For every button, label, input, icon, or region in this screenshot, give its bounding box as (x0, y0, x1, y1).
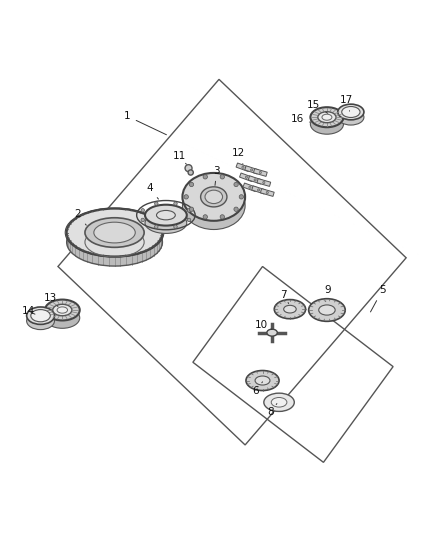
Ellipse shape (246, 370, 279, 391)
Circle shape (203, 175, 208, 179)
Circle shape (258, 189, 260, 191)
Ellipse shape (284, 305, 296, 313)
Polygon shape (248, 176, 262, 184)
Text: 5: 5 (371, 286, 385, 312)
Polygon shape (183, 197, 245, 230)
Circle shape (239, 195, 244, 199)
Polygon shape (236, 163, 250, 172)
Ellipse shape (311, 107, 343, 127)
Ellipse shape (255, 376, 270, 385)
Circle shape (141, 208, 145, 212)
Ellipse shape (342, 107, 360, 117)
Circle shape (254, 179, 256, 181)
Ellipse shape (27, 307, 54, 325)
Text: 11: 11 (172, 150, 186, 164)
Polygon shape (27, 316, 54, 329)
Text: 10: 10 (255, 320, 272, 330)
Circle shape (187, 208, 191, 212)
Ellipse shape (338, 104, 364, 120)
Circle shape (245, 176, 247, 179)
Text: 17: 17 (340, 95, 353, 111)
Polygon shape (45, 310, 80, 328)
Polygon shape (311, 117, 343, 134)
Text: 7: 7 (280, 290, 289, 303)
Text: 9: 9 (325, 286, 331, 301)
Circle shape (188, 170, 193, 175)
Ellipse shape (183, 173, 245, 221)
Polygon shape (67, 232, 162, 266)
Ellipse shape (267, 329, 277, 336)
Ellipse shape (53, 304, 72, 316)
Circle shape (203, 215, 208, 219)
Polygon shape (254, 168, 267, 176)
Circle shape (174, 202, 177, 205)
Ellipse shape (322, 114, 332, 120)
Circle shape (187, 218, 191, 222)
Text: 13: 13 (43, 293, 58, 306)
Circle shape (189, 182, 194, 187)
Circle shape (141, 218, 145, 222)
Text: 15: 15 (307, 100, 328, 114)
Ellipse shape (319, 305, 335, 315)
Text: 1: 1 (124, 111, 166, 135)
Circle shape (189, 207, 194, 212)
Circle shape (234, 182, 238, 187)
Circle shape (155, 202, 158, 205)
Circle shape (234, 207, 238, 212)
Circle shape (249, 186, 251, 188)
Circle shape (242, 166, 244, 168)
Ellipse shape (156, 211, 175, 220)
Text: 8: 8 (267, 403, 277, 417)
Ellipse shape (57, 307, 67, 313)
Text: 6: 6 (253, 382, 262, 395)
Ellipse shape (264, 393, 294, 411)
Circle shape (259, 172, 261, 174)
Text: 4: 4 (146, 183, 159, 199)
Polygon shape (252, 186, 265, 194)
Polygon shape (261, 189, 274, 196)
Polygon shape (243, 183, 257, 191)
Ellipse shape (67, 208, 162, 256)
Polygon shape (240, 173, 253, 182)
Polygon shape (245, 166, 258, 174)
Circle shape (185, 165, 192, 172)
Ellipse shape (201, 187, 227, 207)
Ellipse shape (45, 300, 80, 320)
Text: 2: 2 (74, 209, 86, 225)
Circle shape (263, 181, 265, 183)
Text: 3: 3 (213, 166, 220, 185)
Text: 12: 12 (232, 148, 245, 164)
Ellipse shape (271, 398, 287, 407)
Circle shape (251, 169, 253, 171)
Ellipse shape (85, 218, 144, 247)
Text: 14: 14 (22, 306, 35, 316)
Ellipse shape (31, 310, 50, 322)
Circle shape (174, 225, 177, 229)
Ellipse shape (94, 222, 135, 243)
Ellipse shape (274, 300, 306, 319)
Polygon shape (145, 215, 187, 233)
Circle shape (155, 225, 158, 229)
Circle shape (220, 215, 224, 219)
Ellipse shape (309, 298, 345, 321)
Polygon shape (338, 112, 364, 125)
Ellipse shape (145, 205, 187, 225)
Ellipse shape (205, 190, 223, 204)
Ellipse shape (318, 112, 336, 123)
Circle shape (266, 191, 268, 193)
Circle shape (220, 175, 224, 179)
Text: 16: 16 (291, 114, 310, 124)
Circle shape (184, 195, 188, 199)
Polygon shape (257, 179, 271, 187)
